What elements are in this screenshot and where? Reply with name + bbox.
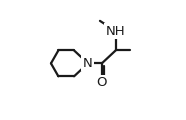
Text: O: O [97,76,107,89]
Text: N: N [83,57,93,70]
Text: NH: NH [106,24,126,38]
